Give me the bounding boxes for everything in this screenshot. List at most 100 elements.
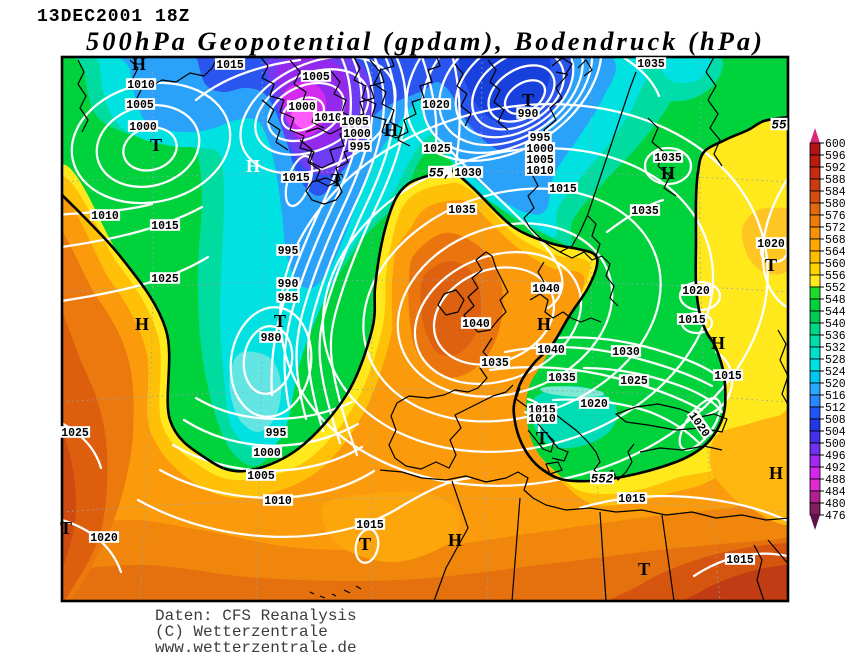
svg-text:www.wetterzentrale.de: www.wetterzentrale.de xyxy=(155,639,357,657)
svg-text:1000: 1000 xyxy=(288,101,316,114)
svg-text:540: 540 xyxy=(825,318,846,331)
svg-text:1015: 1015 xyxy=(714,370,742,383)
svg-text:13DEC2001 18Z: 13DEC2001 18Z xyxy=(37,7,190,27)
svg-text:1035: 1035 xyxy=(481,357,509,370)
svg-text:1005: 1005 xyxy=(247,470,275,483)
svg-text:504: 504 xyxy=(825,426,846,439)
svg-text:T: T xyxy=(359,534,371,554)
svg-text:1030: 1030 xyxy=(612,346,640,359)
svg-text:1025: 1025 xyxy=(151,273,179,286)
svg-text:1015: 1015 xyxy=(282,172,310,185)
svg-text:1000: 1000 xyxy=(343,128,371,141)
svg-text:1035: 1035 xyxy=(637,58,665,71)
svg-text:995: 995 xyxy=(530,132,551,145)
svg-text:1015: 1015 xyxy=(678,314,706,327)
svg-text:508: 508 xyxy=(825,414,846,427)
svg-text:1015: 1015 xyxy=(618,493,646,506)
svg-text:500hPa Geopotential (gpdam), B: 500hPa Geopotential (gpdam), Bodendruck … xyxy=(86,26,765,56)
svg-text:516: 516 xyxy=(825,390,846,403)
svg-text:1020: 1020 xyxy=(580,398,608,411)
svg-text:552: 552 xyxy=(591,473,614,487)
svg-text:980: 980 xyxy=(261,332,282,345)
svg-text:556: 556 xyxy=(825,270,846,283)
svg-text:500: 500 xyxy=(825,438,846,451)
svg-text:1035: 1035 xyxy=(631,205,659,218)
svg-text:512: 512 xyxy=(825,402,846,415)
svg-text:1010: 1010 xyxy=(314,112,342,125)
svg-text:(C) Wetterzentrale: (C) Wetterzentrale xyxy=(155,623,328,641)
svg-text:580: 580 xyxy=(825,198,846,211)
svg-text:1005: 1005 xyxy=(302,71,330,84)
svg-text:1040: 1040 xyxy=(532,283,560,296)
svg-text:488: 488 xyxy=(825,474,846,487)
svg-text:1000: 1000 xyxy=(129,121,157,134)
svg-text:995: 995 xyxy=(278,245,299,258)
svg-text:T: T xyxy=(60,518,72,538)
svg-text:1020: 1020 xyxy=(90,532,118,545)
svg-text:564: 564 xyxy=(825,246,846,259)
svg-text:T: T xyxy=(638,559,650,579)
svg-text:Daten: CFS Reanalysis: Daten: CFS Reanalysis xyxy=(155,607,357,625)
svg-text:1040: 1040 xyxy=(537,344,565,357)
svg-text:990: 990 xyxy=(518,108,539,121)
svg-text:1030: 1030 xyxy=(454,167,482,180)
svg-text:480: 480 xyxy=(825,498,846,511)
svg-text:1000: 1000 xyxy=(526,143,554,156)
svg-text:T: T xyxy=(150,135,162,155)
svg-text:H: H xyxy=(448,530,462,550)
svg-text:520: 520 xyxy=(825,378,846,391)
svg-text:1010: 1010 xyxy=(528,413,556,426)
svg-text:990: 990 xyxy=(278,278,299,291)
svg-text:T: T xyxy=(331,170,343,190)
svg-text:600: 600 xyxy=(825,138,846,151)
svg-text:576: 576 xyxy=(825,210,846,223)
svg-text:1025: 1025 xyxy=(620,375,648,388)
svg-text:H: H xyxy=(384,120,398,140)
svg-text:492: 492 xyxy=(825,462,846,475)
svg-text:T: T xyxy=(536,428,548,448)
svg-text:592: 592 xyxy=(825,162,846,175)
svg-text:T: T xyxy=(274,311,286,331)
svg-text:T: T xyxy=(765,255,777,275)
svg-text:536: 536 xyxy=(825,330,846,343)
svg-text:H: H xyxy=(246,156,260,176)
svg-text:524: 524 xyxy=(825,366,846,379)
svg-text:995: 995 xyxy=(266,427,287,440)
svg-text:T: T xyxy=(522,90,534,110)
svg-text:H: H xyxy=(711,333,725,353)
svg-text:1025: 1025 xyxy=(423,143,451,156)
svg-text:1005: 1005 xyxy=(526,154,554,167)
svg-text:568: 568 xyxy=(825,234,846,247)
svg-text:H: H xyxy=(769,463,783,483)
svg-text:995: 995 xyxy=(350,141,371,154)
svg-text:1035: 1035 xyxy=(448,204,476,217)
svg-text:55,: 55, xyxy=(429,167,452,181)
svg-text:1010: 1010 xyxy=(91,210,119,223)
svg-text:1005: 1005 xyxy=(341,116,369,129)
svg-text:H: H xyxy=(537,314,551,334)
svg-text:1010: 1010 xyxy=(526,165,554,178)
svg-text:1035: 1035 xyxy=(654,152,682,165)
svg-text:1015: 1015 xyxy=(356,519,384,532)
svg-text:1010: 1010 xyxy=(264,495,292,508)
svg-text:1035: 1035 xyxy=(548,372,576,385)
svg-text:532: 532 xyxy=(825,342,846,355)
svg-text:55: 55 xyxy=(771,119,787,133)
svg-text:584: 584 xyxy=(825,186,846,199)
svg-text:548: 548 xyxy=(825,294,846,307)
svg-text:1025: 1025 xyxy=(61,427,89,440)
svg-text:H: H xyxy=(661,163,675,183)
svg-text:985: 985 xyxy=(278,292,299,305)
svg-text:1040: 1040 xyxy=(462,318,490,331)
svg-text:1010: 1010 xyxy=(127,79,155,92)
svg-text:588: 588 xyxy=(825,174,846,187)
svg-text:H: H xyxy=(135,314,149,334)
svg-text:H: H xyxy=(132,54,146,74)
svg-text:1015: 1015 xyxy=(726,554,754,567)
svg-text:572: 572 xyxy=(825,222,846,235)
svg-text:560: 560 xyxy=(825,258,846,271)
svg-text:1005: 1005 xyxy=(126,99,154,112)
svg-text:1015: 1015 xyxy=(549,183,577,196)
svg-text:496: 496 xyxy=(825,450,846,463)
svg-text:552: 552 xyxy=(825,282,846,295)
